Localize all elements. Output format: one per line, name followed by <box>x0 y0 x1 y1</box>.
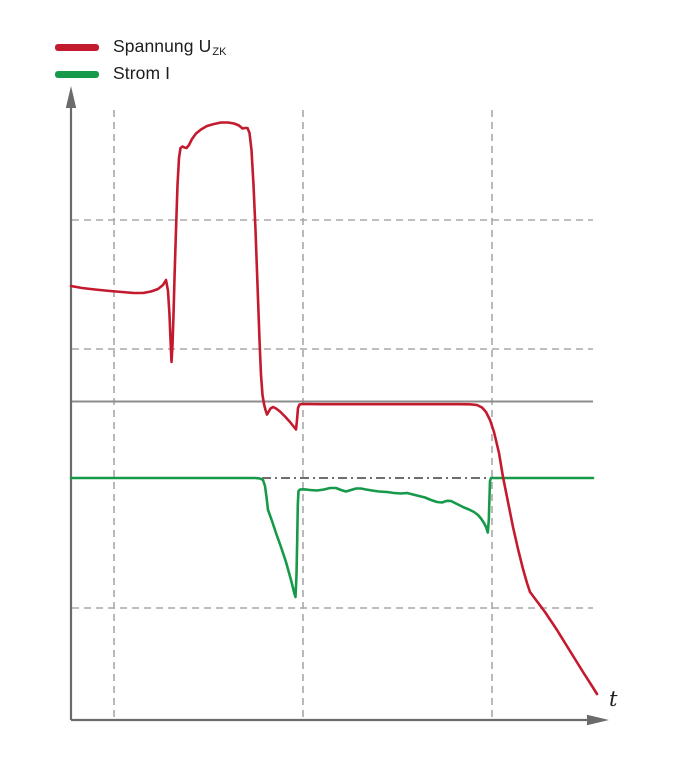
y-axis-arrow-icon <box>65 86 77 108</box>
current-curve <box>69 476 595 599</box>
x-axis-label: t <box>609 687 618 711</box>
legend-item-current: Strom I <box>55 61 227 88</box>
x-axis-arrow-icon <box>587 714 609 726</box>
voltage-legend-swatch <box>55 44 99 51</box>
current-legend-swatch <box>55 71 99 78</box>
legend-item-voltage: Spannung UZK <box>55 34 227 61</box>
current-legend-label: Strom I <box>113 62 171 85</box>
voltage-legend-text: Spannung U <box>113 35 212 56</box>
voltage-curve <box>69 121 599 696</box>
current-legend-text: Strom I <box>113 62 171 83</box>
voltage-legend-label: Spannung UZK <box>113 35 227 58</box>
voltage-legend-subscript: ZK <box>212 45 227 58</box>
legend: Spannung UZK Strom I <box>55 34 227 88</box>
